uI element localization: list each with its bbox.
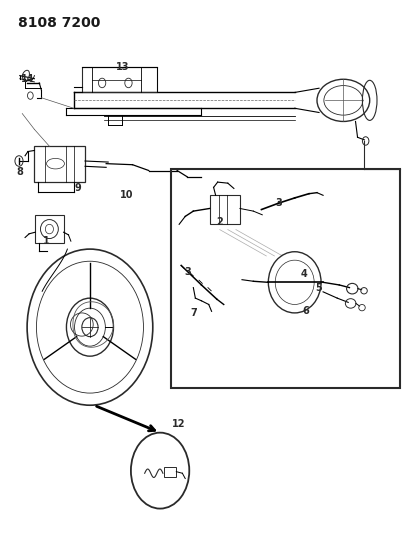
Bar bbox=[35, 215, 64, 243]
Text: 9: 9 bbox=[74, 183, 81, 193]
Text: 2: 2 bbox=[216, 217, 223, 227]
Text: 14: 14 bbox=[21, 74, 35, 84]
Bar bbox=[210, 195, 240, 224]
Text: 13: 13 bbox=[115, 62, 129, 72]
Text: 1: 1 bbox=[43, 236, 50, 246]
Bar bbox=[82, 67, 157, 92]
Text: 8: 8 bbox=[16, 166, 23, 176]
Text: 3: 3 bbox=[275, 198, 282, 208]
Text: 8108 7200: 8108 7200 bbox=[18, 16, 101, 30]
Bar bbox=[35, 146, 85, 182]
Text: 6: 6 bbox=[302, 306, 309, 316]
Text: 10: 10 bbox=[120, 190, 133, 200]
Circle shape bbox=[131, 433, 189, 508]
Text: 12: 12 bbox=[172, 419, 186, 429]
Bar bbox=[171, 169, 400, 388]
Text: 5: 5 bbox=[316, 282, 322, 293]
Bar bbox=[164, 467, 176, 477]
Text: 7: 7 bbox=[191, 308, 198, 318]
Text: 4: 4 bbox=[300, 269, 307, 279]
Text: 3: 3 bbox=[184, 267, 191, 277]
